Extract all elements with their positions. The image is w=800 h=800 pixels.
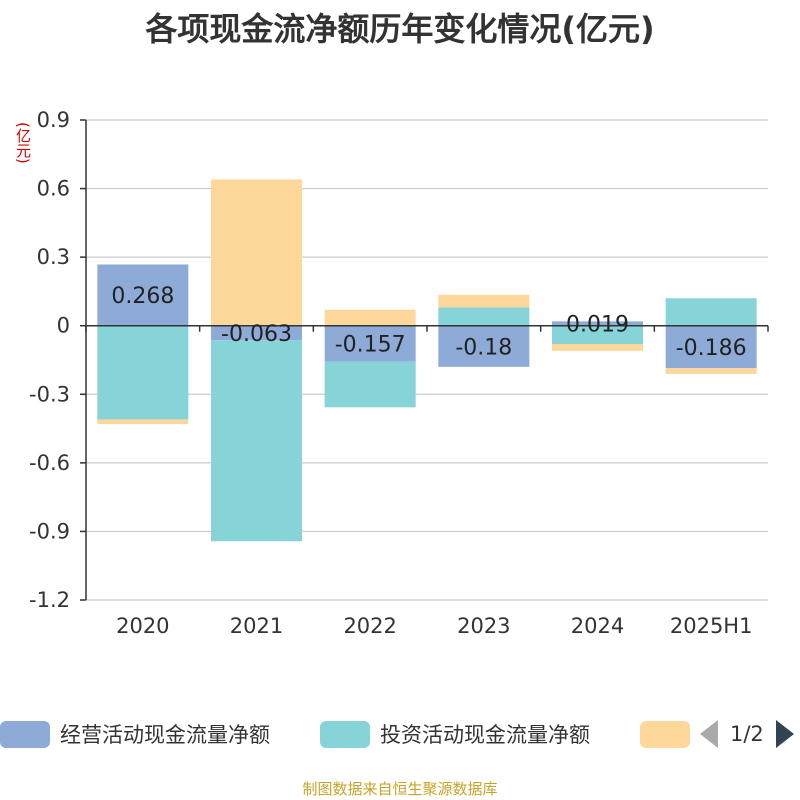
bar-operating-2024[interactable] xyxy=(552,321,643,326)
bar-third-2020[interactable] xyxy=(97,419,189,424)
bar-investing-2022[interactable] xyxy=(324,361,416,408)
legend-item-third[interactable] xyxy=(640,720,700,748)
x-tick-label: 2021 xyxy=(230,614,283,638)
y-tick-label: -0.6 xyxy=(29,451,70,475)
bar-third-2022[interactable] xyxy=(324,309,416,326)
legend-swatch-investing xyxy=(320,720,370,748)
data-label-operating-2020: 0.268 xyxy=(111,284,174,309)
bar-operating-2020[interactable] xyxy=(97,264,189,326)
legend: 经营活动现金流量净额 投资活动现金流量净额 1/2 xyxy=(0,712,800,756)
data-label-operating-2025H1: -0.186 xyxy=(676,336,747,361)
bar-investing-2024[interactable] xyxy=(552,325,643,344)
legend-item-investing[interactable]: 投资活动现金流量净额 xyxy=(320,720,590,748)
legend-swatch-third xyxy=(640,720,690,748)
data-source-note: 制图数据来自恒生聚源数据库 xyxy=(302,780,498,798)
legend-pager: 1/2 xyxy=(700,720,794,748)
y-tick-label: 0.6 xyxy=(37,177,70,201)
bar-chart: 0.9 0.6 0.3 0 -0.3 -0.6 -0.9 -1.2 2020 2021 2022 20… xyxy=(29,108,769,638)
x-tick-label: 2025H1 xyxy=(670,614,753,638)
bar-investing-2025H1[interactable] xyxy=(665,298,757,326)
legend-page-indicator: 1/2 xyxy=(730,722,764,746)
legend-label-operating: 经营活动现金流量净额 xyxy=(60,723,270,747)
data-label-operating-2021: -0.063 xyxy=(221,322,292,347)
y-tick-label: -1.2 xyxy=(29,588,70,612)
x-tick-label: 2023 xyxy=(457,614,510,638)
legend-swatch-operating xyxy=(0,720,50,748)
bar-third-2025H1[interactable] xyxy=(665,368,757,374)
bar-operating-2025H1[interactable] xyxy=(665,325,757,369)
legend-item-operating[interactable]: 经营活动现金流量净额 xyxy=(0,720,270,748)
y-axis-unit-label: (亿元) xyxy=(14,122,32,164)
legend-prev-page-icon[interactable] xyxy=(700,720,718,748)
legend-next-page-icon[interactable] xyxy=(775,720,794,748)
data-label-operating-2022: -0.157 xyxy=(335,333,406,358)
bar-third-2023[interactable] xyxy=(438,294,530,308)
bar-operating-2022[interactable] xyxy=(324,325,416,362)
bar-third-2024[interactable] xyxy=(552,344,643,351)
data-label-operating-2024: 0.019 xyxy=(566,313,629,338)
bar-investing-2020[interactable] xyxy=(97,325,189,420)
bar-operating-2023[interactable] xyxy=(438,325,530,367)
data-label-operating-2023: -0.18 xyxy=(455,335,512,360)
y-tick-label: -0.9 xyxy=(29,519,70,543)
x-tick-label: 2022 xyxy=(343,614,396,638)
bar-operating-2021[interactable] xyxy=(211,325,302,341)
y-tick-label: 0.9 xyxy=(37,108,70,132)
bar-third-2021[interactable] xyxy=(211,179,302,326)
y-tick-label: 0 xyxy=(57,314,70,338)
x-tick-label: 2024 xyxy=(571,614,624,638)
y-tick-label: 0.3 xyxy=(37,245,70,269)
x-tick-label: 2020 xyxy=(116,614,169,638)
legend-label-investing: 投资活动现金流量净额 xyxy=(380,723,590,747)
bar-investing-2023[interactable] xyxy=(438,307,530,326)
chart-title: 各项现金流净额历年变化情况(亿元) xyxy=(145,10,655,48)
bar-investing-2021[interactable] xyxy=(211,340,302,542)
y-tick-label: -0.3 xyxy=(29,382,70,406)
